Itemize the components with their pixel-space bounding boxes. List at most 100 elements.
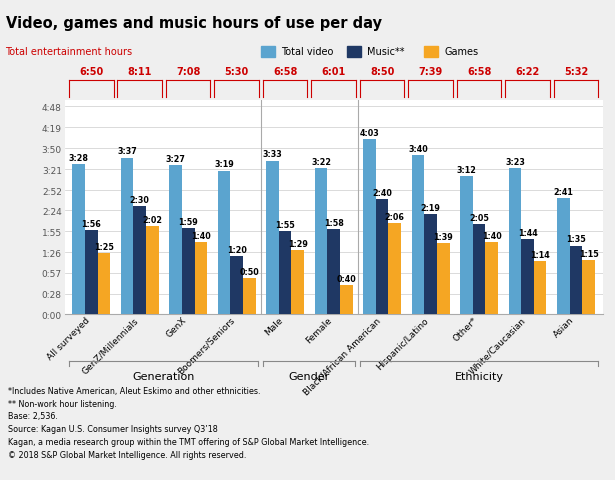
Text: Total video: Total video — [281, 48, 333, 57]
Text: 6:58: 6:58 — [467, 67, 491, 77]
Text: Gender: Gender — [289, 371, 330, 381]
Text: 1:58: 1:58 — [323, 218, 344, 228]
Text: Ethnicity: Ethnicity — [454, 371, 504, 381]
Text: 3:33: 3:33 — [263, 150, 282, 159]
Text: Generation: Generation — [133, 371, 195, 381]
Bar — [243, 278, 256, 314]
Text: Music**: Music** — [367, 48, 405, 57]
Text: 0:40: 0:40 — [336, 275, 356, 284]
Text: GenX: GenX — [164, 315, 188, 339]
Text: 6:01: 6:01 — [322, 67, 346, 77]
Text: 1:15: 1:15 — [579, 249, 598, 258]
Text: 2:19: 2:19 — [421, 203, 440, 212]
Bar — [389, 224, 401, 314]
Bar — [73, 165, 85, 314]
Text: 1:35: 1:35 — [566, 235, 586, 244]
Bar — [98, 253, 110, 314]
Bar — [292, 251, 304, 314]
Text: Male: Male — [264, 315, 285, 337]
Text: 3:23: 3:23 — [505, 157, 525, 166]
Text: 2:30: 2:30 — [130, 195, 149, 204]
Bar — [437, 243, 450, 314]
Bar — [509, 168, 522, 314]
Text: 0:50: 0:50 — [239, 267, 259, 276]
Text: All surveyed: All surveyed — [45, 315, 91, 361]
Bar — [347, 47, 361, 58]
Text: 1:56: 1:56 — [81, 220, 101, 229]
Text: Games: Games — [444, 48, 478, 57]
Text: Asian: Asian — [552, 315, 576, 339]
Text: 7:39: 7:39 — [418, 67, 443, 77]
Text: 7:08: 7:08 — [176, 67, 200, 77]
Text: 3:12: 3:12 — [456, 165, 477, 174]
Text: *Includes Native American, Aleut Eskimo and other ethnicities.
** Non-work hour : *Includes Native American, Aleut Eskimo … — [8, 386, 369, 459]
Text: 4:03: 4:03 — [360, 129, 379, 137]
Bar — [169, 166, 182, 314]
Text: 3:40: 3:40 — [408, 145, 428, 154]
Bar — [261, 47, 275, 58]
Text: 6:50: 6:50 — [79, 67, 103, 77]
Text: 1:40: 1:40 — [482, 231, 502, 240]
Text: 1:20: 1:20 — [227, 246, 247, 255]
Bar — [473, 225, 485, 314]
Bar — [194, 242, 207, 314]
Text: 6:22: 6:22 — [515, 67, 540, 77]
Text: 3:22: 3:22 — [311, 158, 331, 167]
Text: 1:14: 1:14 — [530, 250, 550, 259]
Bar — [376, 199, 389, 314]
Bar — [569, 246, 582, 314]
Text: 1:55: 1:55 — [276, 220, 295, 229]
Text: 2:06: 2:06 — [385, 213, 405, 222]
Bar — [534, 261, 547, 314]
Text: Total entertainment hours: Total entertainment hours — [5, 48, 132, 57]
Text: 3:19: 3:19 — [214, 160, 234, 169]
Text: 6:58: 6:58 — [273, 67, 297, 77]
Bar — [327, 229, 340, 314]
Bar — [121, 158, 133, 314]
Bar — [485, 242, 498, 314]
Text: Other*: Other* — [451, 315, 479, 343]
Text: 2:40: 2:40 — [372, 188, 392, 197]
Bar — [146, 227, 159, 314]
Text: Black/African American: Black/African American — [301, 315, 382, 396]
Bar — [315, 169, 327, 314]
Text: 3:37: 3:37 — [117, 147, 137, 156]
Bar — [411, 156, 424, 314]
Bar — [133, 206, 146, 314]
Text: 5:30: 5:30 — [224, 67, 249, 77]
Text: Hispanic/Latino: Hispanic/Latino — [375, 315, 430, 371]
Text: 3:28: 3:28 — [69, 154, 89, 163]
Text: 8:50: 8:50 — [370, 67, 394, 77]
Text: 2:05: 2:05 — [469, 214, 489, 222]
Text: Video, games and music hours of use per day: Video, games and music hours of use per … — [6, 16, 382, 31]
Bar — [522, 240, 534, 314]
Text: 1:39: 1:39 — [434, 232, 453, 241]
Bar — [218, 171, 231, 314]
Bar — [279, 232, 292, 314]
Text: 1:44: 1:44 — [518, 228, 538, 238]
Text: White/Caucasian: White/Caucasian — [467, 315, 528, 375]
Text: 1:29: 1:29 — [288, 239, 308, 248]
Bar — [363, 140, 376, 314]
Text: Female: Female — [304, 315, 333, 345]
Bar — [460, 176, 473, 314]
Bar — [340, 286, 352, 314]
Text: GenZ/Millennials: GenZ/Millennials — [80, 315, 140, 375]
Text: 1:59: 1:59 — [178, 218, 198, 227]
Bar — [85, 231, 98, 314]
Text: 8:11: 8:11 — [127, 67, 152, 77]
Bar — [182, 229, 194, 314]
Text: Boomers/Seniors: Boomers/Seniors — [177, 315, 237, 375]
Text: 5:32: 5:32 — [564, 67, 588, 77]
Bar — [424, 47, 438, 58]
Text: 2:41: 2:41 — [554, 188, 573, 196]
Bar — [266, 161, 279, 314]
Text: 1:40: 1:40 — [191, 231, 211, 240]
Bar — [231, 257, 243, 314]
Bar — [424, 215, 437, 314]
Text: 1:25: 1:25 — [94, 242, 114, 251]
Bar — [557, 199, 569, 314]
Text: 3:27: 3:27 — [165, 155, 186, 163]
Bar — [582, 261, 595, 314]
Text: 2:02: 2:02 — [142, 216, 162, 225]
